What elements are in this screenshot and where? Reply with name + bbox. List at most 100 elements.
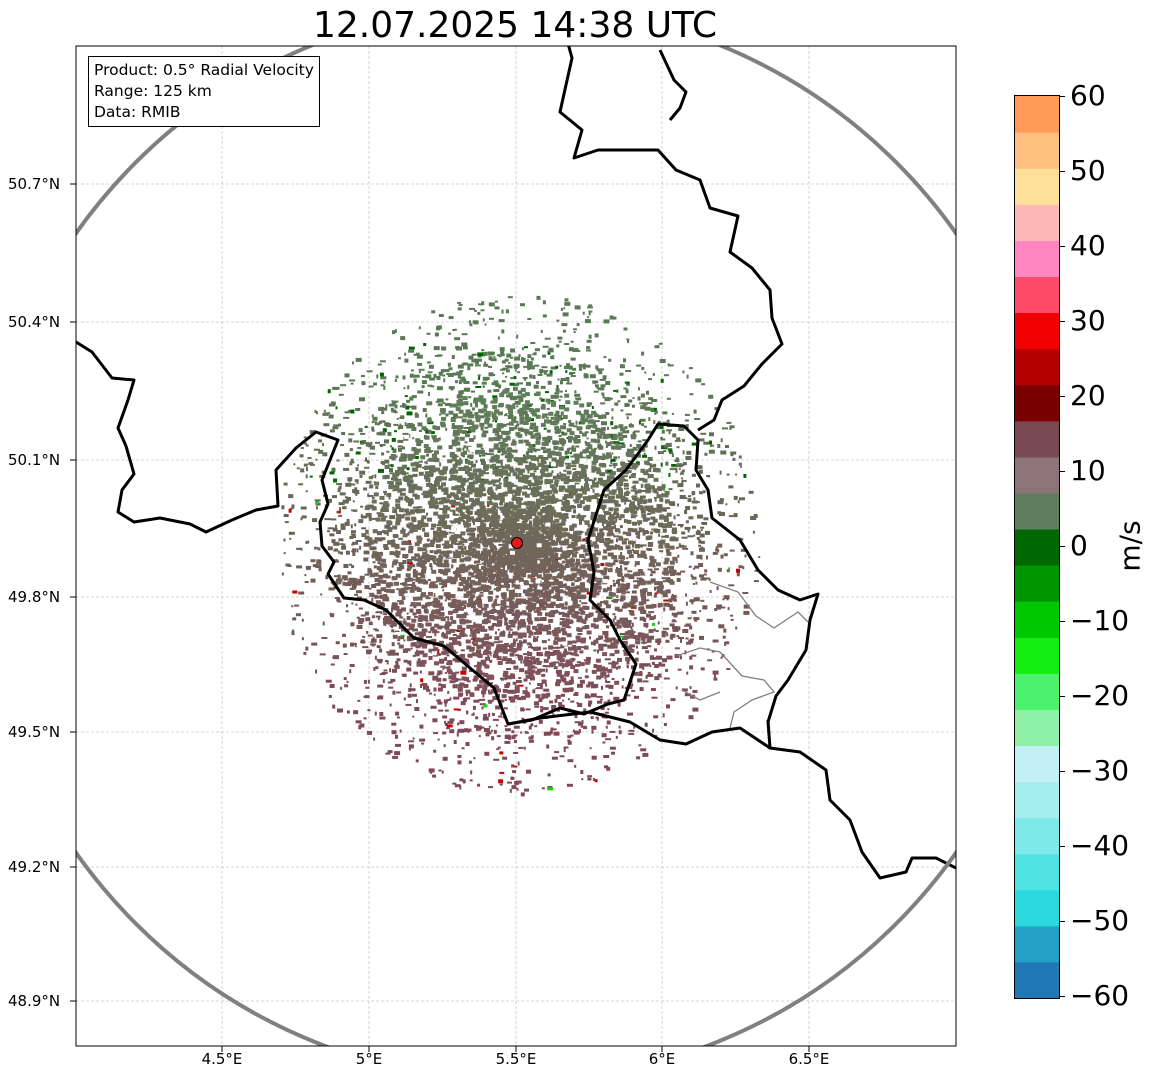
echo-pixel <box>409 688 416 692</box>
echo-pixel <box>672 627 679 632</box>
echo-pixel <box>614 680 620 685</box>
echo-pixel <box>586 346 591 350</box>
echo-pixel <box>367 495 374 497</box>
echo-pixel <box>624 567 628 571</box>
echo-pixel <box>383 385 386 390</box>
echo-pixel <box>407 559 413 564</box>
echo-pixel <box>508 362 511 365</box>
echo-pixel <box>534 701 540 706</box>
echo-pixel <box>350 483 356 486</box>
echo-pixel <box>446 494 452 499</box>
echo-pixel <box>525 464 531 469</box>
echo-pixel <box>684 693 691 697</box>
echo-pixel <box>685 593 687 597</box>
echo-pixel <box>361 527 367 530</box>
echo-pixel <box>568 447 572 450</box>
echo-pixel <box>600 514 606 519</box>
echo-pixel <box>473 628 479 633</box>
echo-pixel <box>400 453 406 458</box>
echo-pixel <box>622 678 625 681</box>
echo-pixel <box>540 405 546 410</box>
echo-pixel <box>466 388 469 391</box>
echo-pixel <box>452 634 457 636</box>
echo-pixel <box>391 602 398 607</box>
echo-pixel <box>551 705 557 709</box>
echo-pixel <box>723 628 727 633</box>
echo-pixel <box>524 406 530 411</box>
echo-pixel <box>567 739 571 742</box>
echo-pixel <box>474 566 481 570</box>
echo-pixel <box>287 565 292 567</box>
echo-pixel <box>654 412 657 415</box>
echo-pixel <box>612 434 618 439</box>
echo-pixel <box>343 467 350 471</box>
echo-pixel <box>510 348 515 353</box>
echo-pixel <box>371 421 375 424</box>
echo-pixel <box>294 549 301 553</box>
echo-pixel <box>363 542 370 547</box>
echo-pixel <box>516 525 522 530</box>
echo-pixel <box>528 443 534 448</box>
echo-pixel <box>376 512 382 515</box>
echo-pixel <box>586 437 589 440</box>
echo-pixel <box>466 533 473 536</box>
echo-pixel <box>357 464 360 467</box>
echo-pixel <box>460 537 465 541</box>
echo-pixel <box>383 547 389 550</box>
echo-pixel <box>672 433 677 438</box>
echo-pixel <box>541 787 545 790</box>
echo-pixel <box>504 529 510 534</box>
echo-pixel <box>622 435 628 438</box>
echo-pixel <box>433 732 439 735</box>
echo-pixel <box>452 329 456 331</box>
echo-pixel <box>702 490 706 494</box>
echo-pixel <box>442 678 447 682</box>
echo-pixel <box>604 634 609 638</box>
echo-pixel <box>331 539 336 544</box>
echo-pixel <box>612 562 616 566</box>
echo-pixel <box>351 543 355 546</box>
echo-pixel <box>588 557 591 562</box>
echo-pixel <box>578 487 583 491</box>
echo-pixel <box>736 572 740 577</box>
echo-pixel <box>517 523 523 528</box>
echo-pixel <box>695 531 701 535</box>
echo-pixel <box>601 479 607 484</box>
echo-pixel <box>487 689 490 693</box>
echo-pixel <box>312 564 317 568</box>
echo-pixel <box>625 591 630 594</box>
echo-pixel <box>571 646 577 651</box>
echo-pixel <box>443 378 446 383</box>
echo-pixel <box>680 655 682 660</box>
echo-pixel <box>395 734 398 739</box>
echo-pixel <box>549 730 553 735</box>
echo-pixel <box>403 591 408 594</box>
echo-pixel <box>533 587 537 591</box>
echo-pixel <box>399 456 405 461</box>
echo-pixel <box>498 472 504 477</box>
echo-pixel <box>616 666 618 670</box>
echo-pixel <box>662 411 668 415</box>
echo-pixel <box>733 495 738 500</box>
echo-pixel <box>524 346 528 349</box>
echo-pixel <box>471 652 477 657</box>
echo-pixel <box>475 517 482 521</box>
echo-pixel <box>451 467 457 472</box>
echo-pixel <box>694 670 697 673</box>
echo-pixel <box>605 673 610 678</box>
echo-pixel <box>460 627 466 631</box>
echo-pixel <box>453 708 459 711</box>
echo-pixel <box>522 708 525 711</box>
echo-pixel <box>658 662 662 666</box>
echo-pixel <box>529 589 536 592</box>
echo-pixel <box>514 740 517 743</box>
echo-pixel <box>421 385 425 389</box>
echo-pixel <box>523 365 529 368</box>
echo-pixel <box>450 520 456 524</box>
echo-pixel <box>498 477 501 481</box>
echo-pixel <box>314 410 317 413</box>
echo-pixel <box>310 578 316 583</box>
echo-pixel <box>584 487 590 492</box>
echo-pixel <box>443 699 448 704</box>
echo-pixel <box>471 353 477 356</box>
